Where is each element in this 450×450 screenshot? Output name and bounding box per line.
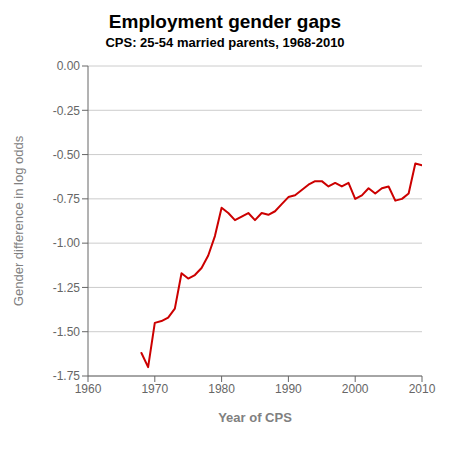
svg-text:-0.75: -0.75 bbox=[53, 192, 81, 206]
svg-text:Gender difference in log odds: Gender difference in log odds bbox=[11, 135, 26, 306]
svg-text:-0.25: -0.25 bbox=[53, 104, 81, 118]
html-text:CPS: 25-54 married parents, 19: CPS: 25-54 married parents, 1968-2010 bbox=[105, 35, 345, 50]
svg-text:-1.75: -1.75 bbox=[53, 369, 81, 383]
svg-text:2000: 2000 bbox=[342, 382, 369, 396]
svg-text:Year of CPS: Year of CPS bbox=[218, 410, 292, 425]
svg-text:-1.50: -1.50 bbox=[53, 325, 81, 339]
svg-text:1960: 1960 bbox=[75, 382, 102, 396]
html-text:Employment gender gaps: Employment gender gaps bbox=[108, 11, 342, 32]
svg-text:1990: 1990 bbox=[275, 382, 302, 396]
svg-text:2010: 2010 bbox=[409, 382, 436, 396]
svg-text:1970: 1970 bbox=[141, 382, 168, 396]
svg-text:-0.50: -0.50 bbox=[53, 148, 81, 162]
svg-text:0.00: 0.00 bbox=[57, 59, 81, 73]
svg-text:1980: 1980 bbox=[208, 382, 235, 396]
svg-text:-1.00: -1.00 bbox=[53, 236, 81, 250]
svg-text:-1.25: -1.25 bbox=[53, 281, 81, 295]
